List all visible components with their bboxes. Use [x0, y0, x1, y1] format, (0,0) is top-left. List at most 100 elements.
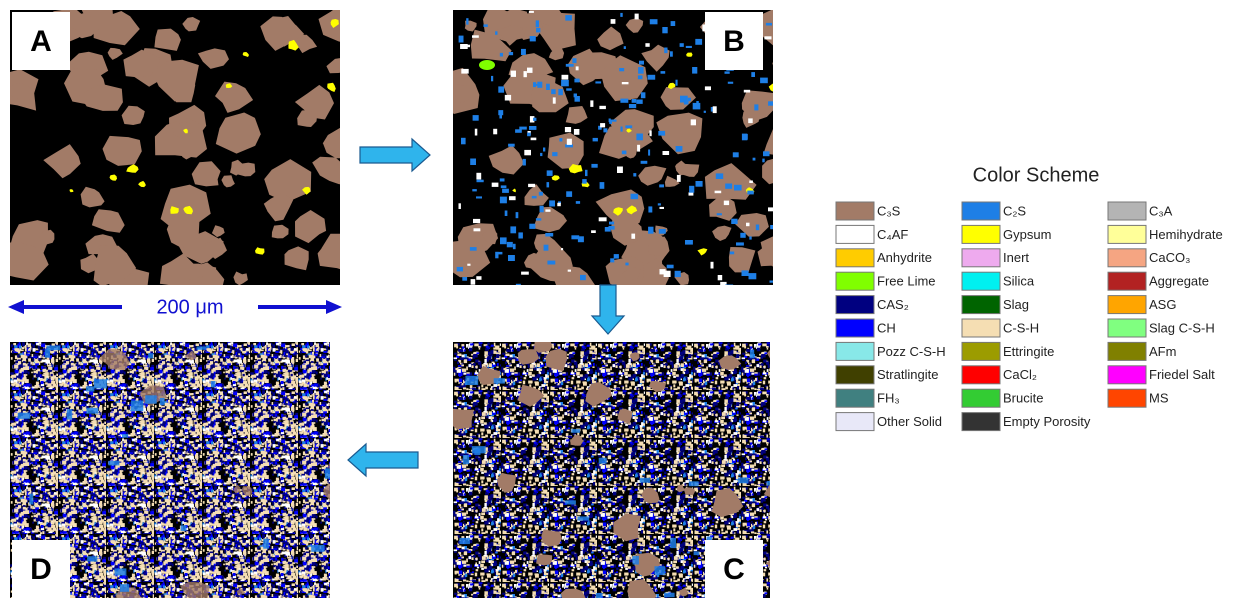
hydrate — [495, 31, 497, 35]
legend-swatch — [962, 272, 1000, 290]
hydrate — [695, 39, 702, 45]
hydrate — [524, 150, 531, 155]
hydrate — [619, 68, 624, 71]
legend-label: Free Lime — [877, 274, 936, 289]
hydrate — [86, 408, 98, 414]
hydrate — [531, 138, 537, 141]
hydrate — [684, 101, 689, 105]
legend-label: C₃S — [877, 203, 901, 218]
hydrate — [717, 213, 722, 215]
hydrate — [527, 68, 533, 73]
hydrate — [736, 242, 744, 245]
hydrate — [460, 44, 468, 49]
hydrate — [711, 262, 714, 269]
hydrate — [523, 159, 526, 166]
hydrate — [492, 183, 499, 187]
hydrate — [614, 254, 619, 259]
hydrate — [145, 395, 157, 403]
legend-label: Other Solid — [877, 414, 942, 429]
hydrate — [477, 180, 484, 183]
hydrate — [529, 224, 535, 229]
hydrate — [638, 75, 643, 79]
hydrate — [547, 170, 553, 176]
hydrate — [459, 538, 470, 544]
hydrate — [658, 203, 661, 205]
hydrate — [648, 75, 656, 80]
hydrate — [466, 18, 468, 24]
hydrate — [768, 207, 776, 211]
hydrate — [574, 129, 580, 135]
hydrate — [595, 81, 601, 83]
hydrate — [67, 409, 73, 419]
hydrate — [94, 379, 107, 388]
hydrate — [746, 223, 750, 227]
legend-label: Slag C-S-H — [1149, 320, 1215, 335]
legend-swatch — [836, 272, 874, 290]
hydrate — [547, 182, 550, 187]
hydrate — [115, 568, 127, 575]
hydrate — [545, 209, 550, 211]
legend-swatch — [1108, 272, 1146, 290]
hydrate — [660, 207, 665, 209]
hydrate — [580, 275, 586, 280]
hydrate — [459, 36, 464, 43]
hydrate — [536, 28, 540, 32]
hydrate — [532, 196, 537, 199]
hydrate — [610, 258, 614, 262]
hydrate — [664, 48, 667, 54]
particle — [772, 58, 794, 75]
legend-swatch — [836, 342, 874, 360]
legend-label: Silica — [1003, 274, 1035, 289]
hydrate — [645, 43, 649, 47]
legend-label: CaCl₂ — [1003, 367, 1037, 382]
hydrate — [462, 277, 467, 281]
hydrate — [763, 151, 770, 156]
hydrate — [557, 203, 561, 206]
hydrate — [749, 236, 751, 239]
hydrate — [494, 378, 505, 383]
hydrate — [521, 49, 526, 55]
hydrate — [566, 191, 572, 197]
hydrate — [599, 106, 606, 109]
hydrate — [109, 461, 120, 466]
hydrate — [472, 35, 479, 38]
hydrate — [748, 118, 753, 123]
hydrate — [501, 185, 507, 188]
hydrate — [691, 119, 696, 125]
legend-label: Friedel Salt — [1149, 367, 1215, 382]
hydrate — [211, 381, 216, 387]
hydrate — [311, 545, 324, 552]
hydrate — [325, 468, 333, 478]
hydrate — [521, 272, 529, 275]
panel-label: C — [723, 553, 745, 586]
hydrate — [648, 227, 653, 234]
hydrate — [510, 226, 516, 233]
hydrate — [86, 386, 94, 391]
hydrate — [640, 478, 650, 483]
hydrate — [624, 46, 626, 49]
hydrate — [715, 191, 722, 194]
arrow-left — [348, 444, 418, 476]
particle — [536, 554, 552, 565]
hydrate — [635, 14, 639, 20]
hydrate — [536, 20, 539, 27]
hydrate — [558, 89, 563, 95]
panel-label: D — [30, 553, 52, 586]
hydrate — [463, 455, 469, 464]
hydrate — [516, 212, 519, 218]
hydrate — [87, 556, 97, 561]
hydrate — [675, 271, 681, 277]
hydrate — [519, 127, 527, 130]
legend-swatch — [962, 389, 1000, 407]
legend-label: Aggregate — [1149, 274, 1209, 289]
hydrate — [546, 84, 550, 90]
hydrate — [549, 200, 555, 206]
hydrate — [718, 275, 723, 280]
hydrate — [639, 61, 644, 65]
hydrate — [659, 184, 664, 187]
hydrate — [738, 477, 748, 483]
legend-label: MS — [1149, 391, 1169, 406]
hydrate — [760, 78, 768, 84]
hydrate — [197, 346, 207, 349]
